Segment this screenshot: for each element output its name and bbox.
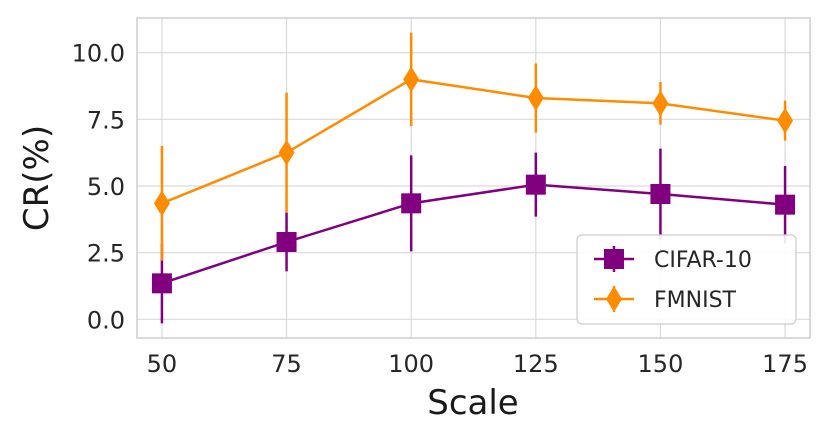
legend-item: FMNIST [594,286,737,313]
series-line [161,183,786,285]
data-point [153,190,170,217]
x-axis-title: Scale [427,383,518,423]
series-cifar-10 [151,148,796,324]
data-point [151,273,172,294]
y-tick-label: 2.5 [87,240,125,268]
x-tick-label: 150 [638,350,684,378]
legend: CIFAR-10 FMNIST [576,234,797,325]
data-point [401,193,422,214]
y-axis-title: CR(%) [17,125,57,231]
legend-label: FMNIST [654,288,737,313]
legend-marker [604,249,624,269]
data-point [527,85,544,111]
x-tick-label: 50 [147,350,178,378]
y-tick-label: 5.0 [87,173,125,201]
x-tick-label: 125 [513,350,559,378]
data-point [652,90,669,117]
tick-labels: 50 75 100 125 150 175 0.0 2.5 5.0 7.5 10.0 [72,40,808,378]
series-line [161,78,786,205]
data-point [278,139,295,166]
y-tick-label: 7.5 [87,106,125,134]
legend-marker [606,286,622,312]
plot-frame [136,17,811,339]
data-point [276,232,297,252]
data-point [403,66,420,93]
y-tick-label: 0.0 [87,306,125,334]
x-tick-label: 100 [388,350,434,378]
data-point [525,174,546,195]
series-layer [151,32,796,324]
y-tick-label: 10.0 [72,40,125,68]
legend-box [576,234,797,325]
legend-label: CIFAR-10 [654,248,752,273]
data-point [777,107,794,134]
data-point [775,194,796,215]
series-fmnist [153,32,794,261]
x-tick-label: 175 [762,350,808,378]
legend-item: CIFAR-10 [594,246,752,273]
x-tick-label: 75 [271,350,302,378]
data-point [650,184,671,204]
